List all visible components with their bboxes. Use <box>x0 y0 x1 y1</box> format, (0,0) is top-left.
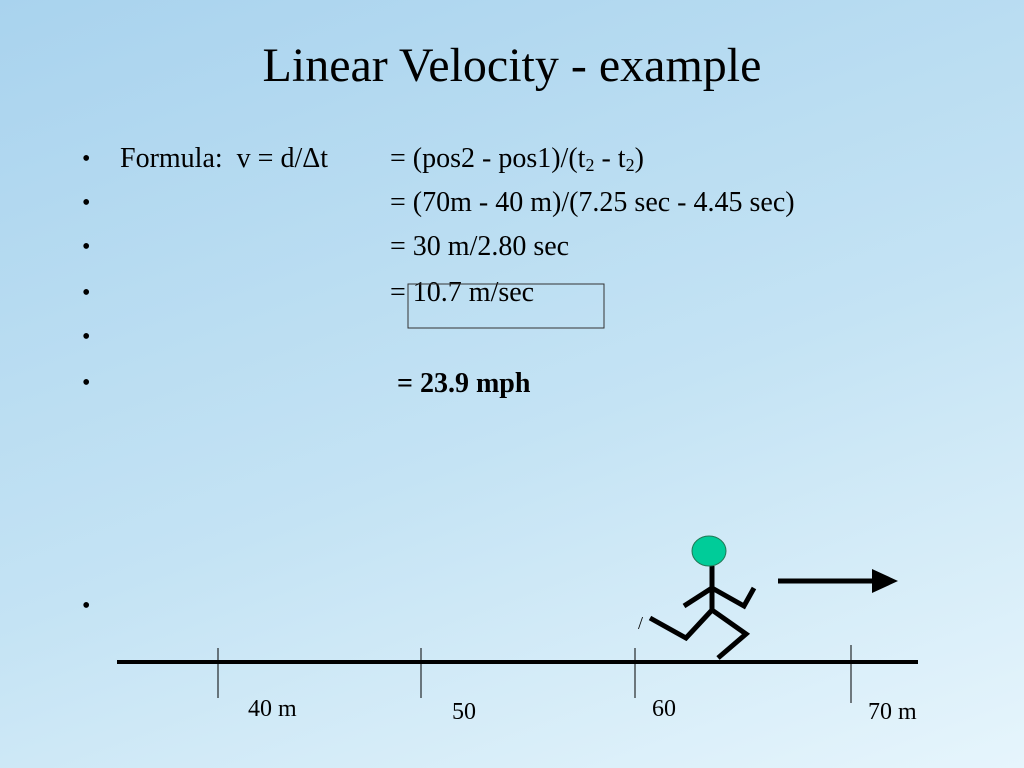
runner <box>648 566 757 660</box>
scale-label: 60 <box>652 696 676 722</box>
formula-part: = (pos2 - pos1)/(t <box>390 143 586 174</box>
answer-box <box>407 283 605 329</box>
bullet: • <box>82 146 91 172</box>
formula-label: Formula: v = d/Δt <box>120 143 329 174</box>
leg <box>710 607 751 660</box>
arm <box>710 585 757 610</box>
stray-mark: / <box>638 613 644 633</box>
scale-label: 40 m <box>248 696 297 722</box>
step: = 30 m/2.80 sec <box>390 231 570 262</box>
bullet: • <box>82 190 91 216</box>
arrow-head <box>872 569 898 593</box>
subscript: 2 <box>625 155 635 175</box>
slide-title: Linear Velocity - example <box>262 39 762 92</box>
leg <box>648 608 714 642</box>
formula-expression: = (pos2 - pos1)/(t2 - t2) <box>390 143 644 175</box>
step: = 10.7 m/sec <box>390 277 535 308</box>
formula-part: - t <box>594 143 626 174</box>
bullet: • <box>82 280 91 306</box>
subscript: 2 <box>585 155 595 175</box>
result: = 23.9 mph <box>397 368 531 399</box>
formula-part: ) <box>634 143 644 174</box>
scale-label: 70 m <box>868 699 917 725</box>
runner-head <box>691 535 727 567</box>
arm <box>682 585 714 609</box>
scale-label: 50 <box>452 699 476 725</box>
bullet: • <box>82 593 91 619</box>
bullet: • <box>82 234 91 260</box>
bullet: • <box>82 324 91 350</box>
step: = (70m - 40 m)/(7.25 sec - 4.45 sec) <box>390 187 795 218</box>
bullet: • <box>82 370 91 396</box>
ticks <box>217 645 852 703</box>
